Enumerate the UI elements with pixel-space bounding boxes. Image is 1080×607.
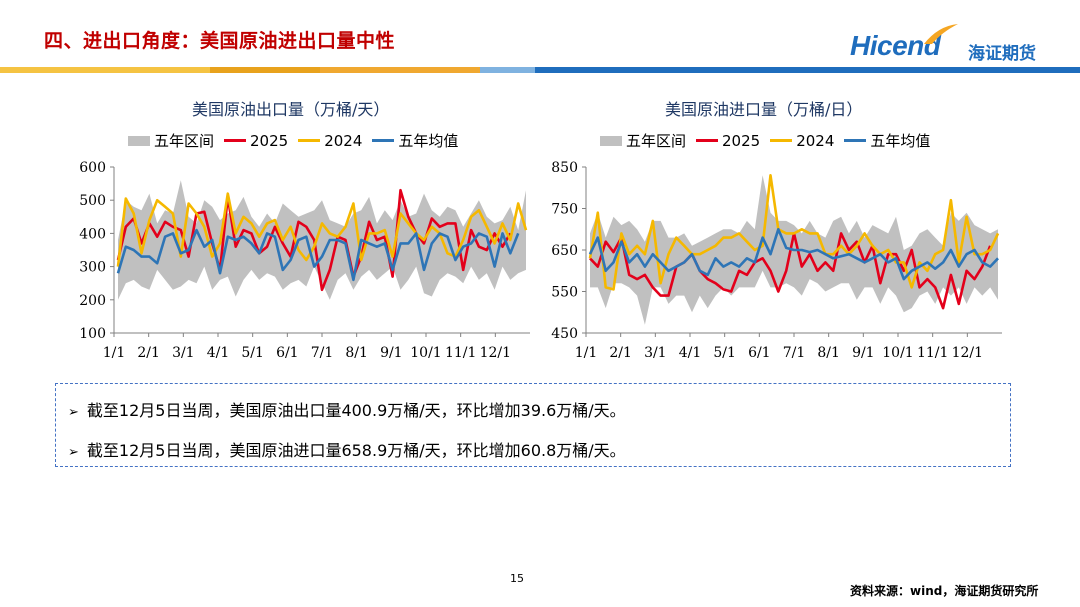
header-divider-band xyxy=(0,67,1080,73)
legend-item-2024: 2024 xyxy=(770,132,834,150)
legend-item-2024: 2024 xyxy=(298,132,362,150)
legend-item-range: 五年区间 xyxy=(600,130,686,151)
y-tick-label: 100 xyxy=(79,326,106,342)
x-tick-label: 7/1 xyxy=(783,345,806,361)
x-tick-label: 1/1 xyxy=(103,345,126,361)
summary-note-export: ➢ 截至12月5日当周，美国原油出口量400.9万桶/天，环比增加39.6万桶/天… xyxy=(68,401,626,420)
five-year-average-line xyxy=(588,228,999,281)
series-2025-line xyxy=(589,232,992,310)
x-tick-label: 8/1 xyxy=(345,345,368,361)
summary-note-import: ➢ 截至12月5日当周，美国原油进口量658.9万桶/天，环比增加60.8万桶/天… xyxy=(68,441,626,460)
legend-item-2025: 2025 xyxy=(696,132,760,150)
x-tick-label: 9/1 xyxy=(380,345,403,361)
y-tick-label: 750 xyxy=(551,202,578,218)
legend-item-range: 五年区间 xyxy=(128,130,214,151)
x-tick-label: 3/1 xyxy=(172,345,195,361)
y-tick-label: 200 xyxy=(79,293,106,309)
y-tick-label: 850 xyxy=(551,160,578,176)
export-chart-title: 美国原油出口量（万桶/天） xyxy=(192,100,390,119)
five-year-average-line xyxy=(116,228,520,282)
x-tick-label: 2/1 xyxy=(137,345,160,361)
source-note: 资料来源：wind，海证期货研究所 xyxy=(850,584,1039,598)
page-number: 15 xyxy=(510,572,524,585)
export-chart-legend: 五年区间 2025 2024 五年均值 xyxy=(128,130,468,151)
y-tick-label: 500 xyxy=(79,193,106,209)
series-2024-line xyxy=(588,174,1000,291)
x-tick-label: 10/1 xyxy=(410,345,441,361)
import-chart-title: 美国原油进口量（万桶/日） xyxy=(665,100,863,119)
bullet-arrow-icon: ➢ xyxy=(68,445,79,460)
series-2025-line xyxy=(116,188,512,292)
series-2024-line xyxy=(116,192,528,267)
x-tick-label: 12/1 xyxy=(952,345,983,361)
x-tick-label: 3/1 xyxy=(644,345,667,361)
summary-box: ➢ 截至12月5日当周，美国原油出口量400.9万桶/天，环比增加39.6万桶/天… xyxy=(55,383,1011,467)
x-tick-label: 5/1 xyxy=(713,345,736,361)
x-tick-label: 10/1 xyxy=(882,345,913,361)
bullet-arrow-icon: ➢ xyxy=(68,405,79,420)
x-tick-label: 9/1 xyxy=(852,345,875,361)
y-tick-label: 400 xyxy=(79,226,106,242)
x-tick-label: 6/1 xyxy=(748,345,771,361)
import-chart-legend: 五年区间 2025 2024 五年均值 xyxy=(600,130,940,151)
logo-chinese-name: 海证期货 xyxy=(968,44,1036,64)
x-tick-label: 11/1 xyxy=(445,345,476,361)
x-tick-label: 6/1 xyxy=(276,345,299,361)
x-tick-label: 8/1 xyxy=(817,345,840,361)
x-tick-label: 5/1 xyxy=(241,345,264,361)
y-tick-label: 600 xyxy=(79,160,106,176)
y-tick-label: 650 xyxy=(551,243,578,259)
page-title: 四、进出口角度：美国原油进出口量中性 xyxy=(44,30,396,52)
x-tick-label: 4/1 xyxy=(207,345,230,361)
x-tick-label: 12/1 xyxy=(480,345,511,361)
y-tick-label: 550 xyxy=(551,285,578,301)
logo-sail-icon xyxy=(924,24,958,44)
legend-item-2025: 2025 xyxy=(224,132,288,150)
legend-item-average: 五年均值 xyxy=(844,130,930,151)
y-tick-label: 450 xyxy=(551,326,578,342)
five-year-range-area xyxy=(590,175,998,325)
y-tick-label: 300 xyxy=(79,260,106,276)
x-tick-label: 4/1 xyxy=(679,345,702,361)
x-tick-label: 11/1 xyxy=(917,345,948,361)
five-year-range-area xyxy=(118,180,526,300)
x-tick-label: 1/1 xyxy=(575,345,598,361)
x-tick-label: 2/1 xyxy=(609,345,632,361)
x-tick-label: 7/1 xyxy=(311,345,334,361)
logo-wordmark: Hicend xyxy=(850,30,941,61)
legend-item-average: 五年均值 xyxy=(372,130,458,151)
